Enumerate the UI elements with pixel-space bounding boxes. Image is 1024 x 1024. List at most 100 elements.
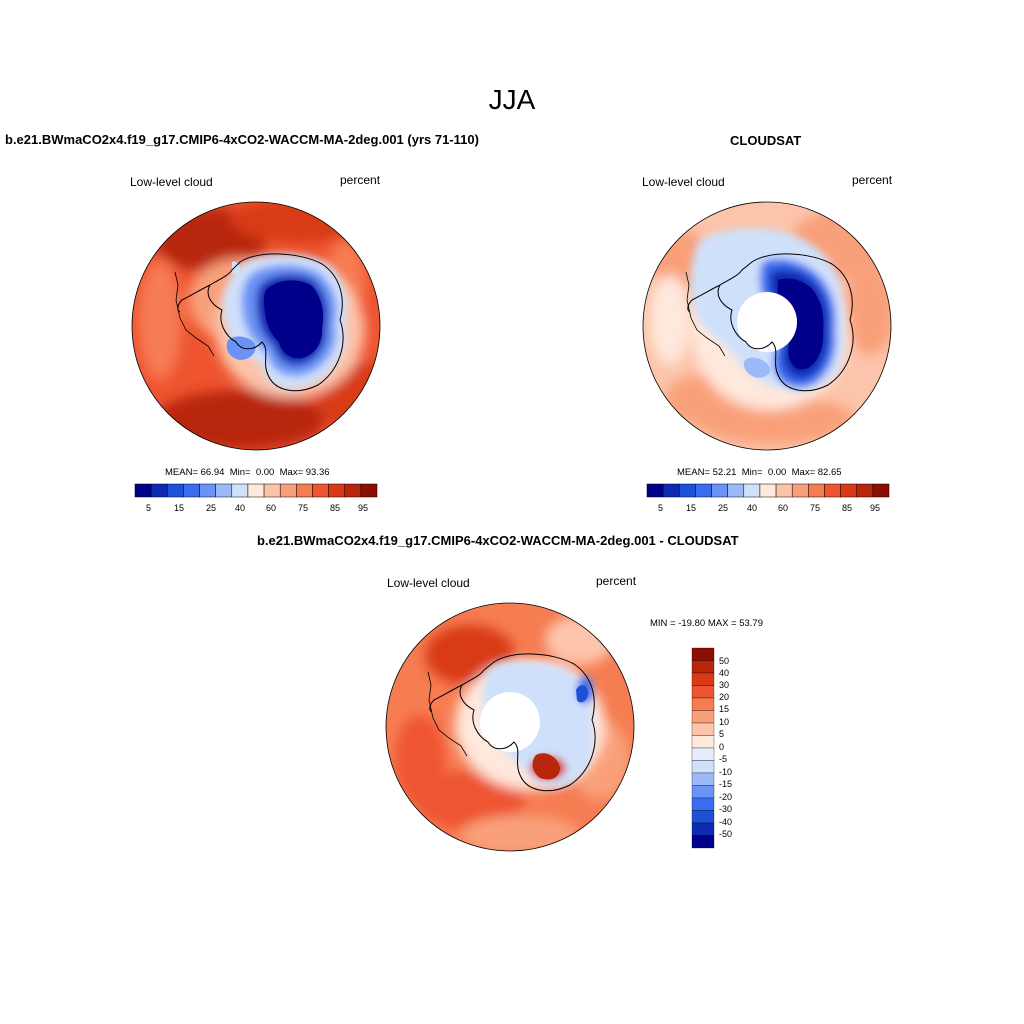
panel-model-variable-label: Low-level cloud xyxy=(130,175,213,189)
mean-value: 52.21 xyxy=(712,467,737,478)
colorbar-swatch xyxy=(312,483,329,498)
min-label: Min= xyxy=(229,467,251,478)
colorbar-tick: 0 xyxy=(719,742,725,752)
colorbar-tick: -5 xyxy=(719,754,728,764)
panel-obs-stats: MEAN= 52.21 Min= 0.00 Max= 82.65 xyxy=(677,467,842,478)
colorbar-swatch xyxy=(691,747,715,761)
colorbar-swatch xyxy=(695,483,712,498)
colorbar-tick: -10 xyxy=(719,767,733,777)
colorbar-tick: 5 xyxy=(658,503,664,513)
colorbar-tick: 60 xyxy=(778,503,789,513)
colorbar-tick: 85 xyxy=(842,503,853,513)
colorbar-swatch xyxy=(263,483,281,498)
min-label: Min= xyxy=(741,467,763,478)
panel-model-units-label: percent xyxy=(340,173,381,187)
colorbar-tick: 15 xyxy=(174,503,185,513)
panel-model-stats: MEAN= 66.94 Min= 0.00 Max= 93.36 xyxy=(165,467,330,478)
panel-diff-colorbar xyxy=(691,647,715,849)
colorbar-swatch xyxy=(791,483,809,498)
max-label: Max= xyxy=(279,467,304,478)
colorbar-tick: 25 xyxy=(206,503,217,513)
colorbar-swatch xyxy=(344,483,362,498)
panel-diff-title: b.e21.BWmaCO2x4.f19_g17.CMIP6-4xCO2-WACC… xyxy=(257,533,739,548)
panel-obs-title: CLOUDSAT xyxy=(730,133,802,148)
colorbar-swatch xyxy=(199,483,216,498)
colorbar-swatch xyxy=(775,483,793,498)
colorbar-tick: 75 xyxy=(298,503,309,513)
colorbar-tick: 40 xyxy=(235,503,246,513)
colorbar-swatch xyxy=(743,483,761,498)
max-value: 82.65 xyxy=(817,467,842,478)
colorbar-swatch xyxy=(646,483,664,498)
colorbar-tick: 75 xyxy=(810,503,821,513)
colorbar-swatch xyxy=(279,483,297,498)
colorbar-swatch xyxy=(134,483,152,498)
mean-label: MEAN= xyxy=(165,467,198,478)
panel-diff-variable-label: Low-level cloud xyxy=(387,576,470,590)
mean-label: MEAN= xyxy=(677,467,710,478)
max-value: 93.36 xyxy=(305,467,330,478)
colorbar-swatch xyxy=(360,483,378,498)
colorbar-tick: -40 xyxy=(719,817,733,827)
panel-diff-map xyxy=(385,602,635,852)
colorbar-swatch xyxy=(691,722,715,736)
colorbar-swatch xyxy=(215,483,233,498)
colorbar-swatch xyxy=(691,697,715,711)
colorbar-tick: 50 xyxy=(719,656,730,666)
panel-obs-map xyxy=(642,201,892,451)
figure-title: JJA xyxy=(488,84,536,115)
colorbar-tick: 20 xyxy=(719,692,730,702)
colorbar-swatch xyxy=(840,483,857,498)
colorbar-tick: -20 xyxy=(719,792,733,802)
colorbar-swatch xyxy=(691,647,715,661)
panel-model-map xyxy=(131,201,381,451)
colorbar-swatch xyxy=(691,810,715,824)
colorbar-swatch xyxy=(662,483,680,498)
panel-model-colorbar xyxy=(134,483,378,498)
colorbar-swatch xyxy=(231,483,249,498)
colorbar-tick: 40 xyxy=(747,503,758,513)
colorbar-swatch xyxy=(691,822,715,836)
colorbar-tick: 10 xyxy=(719,717,730,727)
colorbar-swatch xyxy=(296,483,313,498)
colorbar-swatch xyxy=(808,483,825,498)
colorbar-swatch xyxy=(691,735,715,749)
panel-obs-colorbar xyxy=(646,483,890,498)
colorbar-tick: 40 xyxy=(719,668,730,678)
colorbar-swatch xyxy=(691,710,715,724)
colorbar-swatch xyxy=(183,483,200,498)
min-value: 0.00 xyxy=(255,467,275,478)
max-label: Max= xyxy=(791,467,816,478)
colorbar-tick: 25 xyxy=(718,503,729,513)
colorbar-tick: -30 xyxy=(719,804,733,814)
colorbar-swatch xyxy=(691,772,715,786)
colorbar-swatch xyxy=(727,483,745,498)
colorbar-swatch xyxy=(167,483,184,498)
colorbar-swatch xyxy=(691,785,715,799)
mean-value: 66.94 xyxy=(200,467,225,478)
colorbar-swatch xyxy=(691,760,715,774)
colorbar-tick: -50 xyxy=(719,829,733,839)
colorbar-tick: 95 xyxy=(358,503,369,513)
colorbar-swatch xyxy=(679,483,696,498)
colorbar-tick: 5 xyxy=(719,729,725,739)
panel-obs-variable-label: Low-level cloud xyxy=(642,175,725,189)
colorbar-tick: 15 xyxy=(719,704,730,714)
colorbar-swatch xyxy=(691,797,715,811)
panel-diff-stats: MIN = -19.80 MAX = 53.79 xyxy=(650,618,764,629)
colorbar-tick: 30 xyxy=(719,680,730,690)
colorbar-tick: 85 xyxy=(330,503,341,513)
colorbar-tick: -15 xyxy=(719,779,733,789)
colorbar-swatch xyxy=(150,483,168,498)
colorbar-swatch xyxy=(691,685,715,699)
colorbar-tick: 5 xyxy=(146,503,152,513)
colorbar-swatch xyxy=(691,660,715,674)
panel-model-title: b.e21.BWmaCO2x4.f19_g17.CMIP6-4xCO2-WACC… xyxy=(5,132,479,147)
colorbar-tick: 60 xyxy=(266,503,277,513)
colorbar-swatch xyxy=(759,483,777,498)
colorbar-swatch xyxy=(872,483,890,498)
colorbar-swatch xyxy=(691,835,715,849)
panel-obs-units-label: percent xyxy=(852,173,893,187)
colorbar-swatch xyxy=(711,483,728,498)
